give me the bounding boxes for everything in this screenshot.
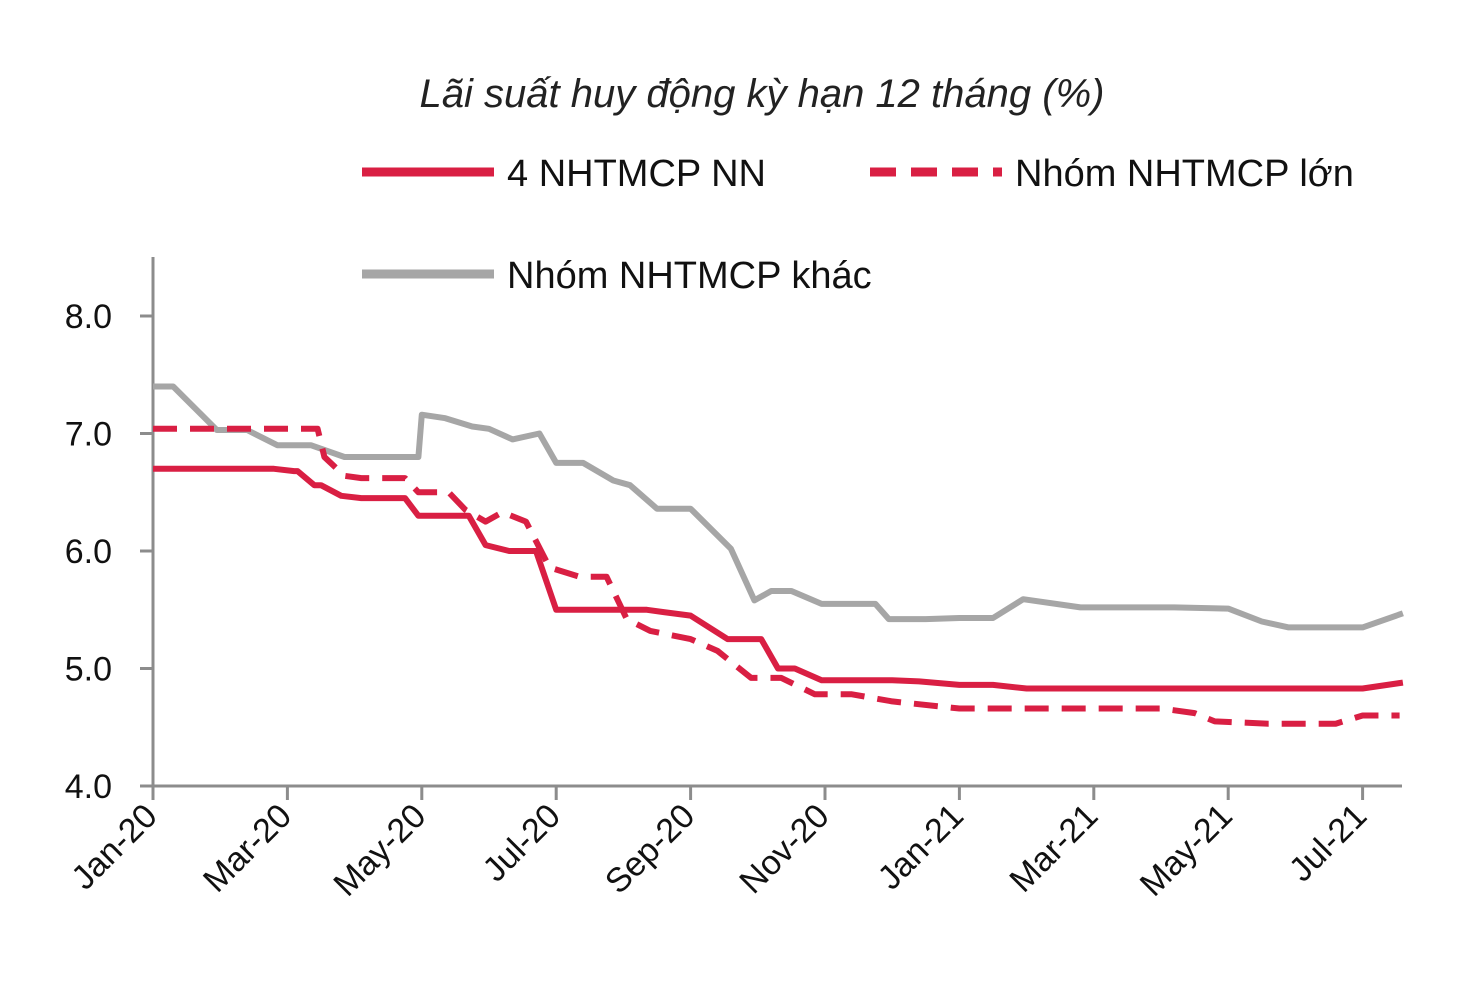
x-tick-label: Mar-21 (1002, 797, 1105, 900)
chart-title: Lãi suất huy động kỳ hạn 12 tháng (%) (420, 72, 1105, 116)
y-tick-label: 4.0 (65, 768, 112, 806)
y-tick-label: 6.0 (65, 533, 112, 571)
y-tick-label: 8.0 (65, 298, 112, 336)
y-tick-label: 5.0 (65, 651, 112, 689)
x-tick-label: Jul-21 (1282, 797, 1374, 889)
series-line-2 (153, 383, 1404, 631)
legend-label-4-nhtmcp-nn: 4 NHTMCP NN (507, 153, 766, 195)
series-line-0 (153, 465, 1404, 692)
legend-label-nhom-nhtmcp-khac: Nhóm NHTMCP khác (507, 255, 872, 297)
x-tick-label: Mar-20 (196, 797, 299, 900)
x-tick-label: May-20 (326, 797, 433, 904)
x-tick-label: Jan-21 (871, 797, 971, 897)
x-ticks: Jan-20 Mar-20 May-20 Jul-20 Sep-20 Nov-20 Jan-… (64, 786, 1374, 904)
legend-label-nhom-nhtmcp-lon: Nhóm NHTMCP lớn (1015, 153, 1354, 195)
y-tick-label: 7.0 (65, 416, 112, 454)
legend-item-nhom-nhtmcp-khac[interactable]: Nhóm NHTMCP khác (362, 255, 872, 297)
legend-item-nhom-nhtmcp-lon[interactable]: Nhóm NHTMCP lớn (870, 153, 1354, 195)
series-lines (153, 383, 1404, 727)
y-ticks: 4.0 5.0 6.0 7.0 8.0 (65, 298, 153, 806)
x-tick-label: May-21 (1133, 797, 1240, 904)
series-line-1 (153, 425, 1400, 727)
legend: 4 NHTMCP NN Nhóm NHTMCP lớn Nhóm NHTMCP … (362, 153, 1354, 297)
axes (151, 257, 1402, 788)
legend-item-4-nhtmcp-nn[interactable]: 4 NHTMCP NN (362, 153, 766, 195)
x-tick-label: Nov-20 (732, 797, 836, 901)
x-tick-label: Sep-20 (598, 797, 702, 901)
x-tick-label: Jan-20 (64, 797, 164, 897)
x-tick-label: Jul-20 (476, 797, 568, 889)
